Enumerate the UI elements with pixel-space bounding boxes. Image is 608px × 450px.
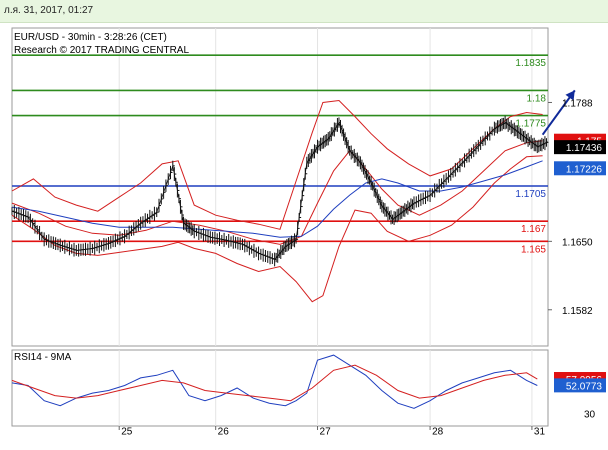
chart-subtitle: Research © 2017 TRADING CENTRAL — [14, 45, 189, 56]
rsi-panel-border — [11, 349, 549, 427]
timestamp-label: л.я. 31, 2017, 01:27 — [4, 5, 94, 16]
time-tick-label: 26 — [218, 426, 230, 437]
chart-frame — [11, 27, 549, 427]
price-marker-box — [554, 161, 606, 176]
forecast-arrow-shaft — [541, 89, 576, 136]
rsi-ma-line — [11, 364, 538, 402]
rsi-label: RSI14 - 9MA — [14, 352, 72, 363]
price-marker-label: 1.17436 — [566, 143, 603, 154]
level-lines: 1.1835 1.18 1.1775 1.1705 1.167 1.165 — [12, 54, 548, 255]
level-label: 1.1835 — [515, 58, 546, 69]
rsi-marker-label: 52.0773 — [566, 381, 603, 392]
forecast-arrow-head — [565, 90, 575, 101]
moving-averages — [11, 140, 543, 245]
price-tick-label: 1.1650 — [562, 237, 593, 248]
price-series — [11, 115, 549, 267]
price-tick-label: 1.1582 — [562, 306, 593, 317]
status-bar: л.я. 31, 2017, 01:27 — [0, 0, 608, 23]
bollinger-bands — [11, 99, 543, 303]
level-label: 1.18 — [527, 93, 547, 104]
chart-title: EUR/USD - 30min - 3:28:26 (CET) — [14, 32, 167, 43]
upper-band-line — [11, 99, 543, 230]
price-panel-border — [11, 27, 549, 347]
lower-band-line — [11, 155, 543, 303]
price-axis: 1.1788 1.1650 1.1582 — [548, 98, 593, 317]
ma-blue-line — [11, 160, 543, 238]
time-tick-label: 25 — [121, 426, 133, 437]
rsi-line — [11, 354, 538, 409]
price-line — [11, 121, 549, 260]
rsi-marker-box — [554, 378, 606, 393]
rsi-panel: 3057.095652.0773 — [11, 354, 606, 420]
ma-red-line — [11, 140, 543, 245]
time-tick-label: 31 — [534, 426, 546, 437]
price-tick-label: 1.1788 — [562, 98, 593, 109]
price-marker-label: 1.17226 — [566, 164, 603, 175]
time-tick-label: 27 — [320, 426, 332, 437]
level-label: 1.165 — [521, 244, 546, 255]
level-label: 1.167 — [521, 224, 546, 235]
time-tick-label: 28 — [432, 426, 444, 437]
level-label: 1.1775 — [515, 119, 546, 130]
rsi-tick-label: 30 — [584, 409, 596, 420]
forecast-arrow — [541, 89, 576, 136]
level-label: 1.1705 — [515, 189, 546, 200]
time-axis: 25 26 27 28 31 — [118, 426, 546, 437]
price-marker-box — [554, 140, 606, 155]
